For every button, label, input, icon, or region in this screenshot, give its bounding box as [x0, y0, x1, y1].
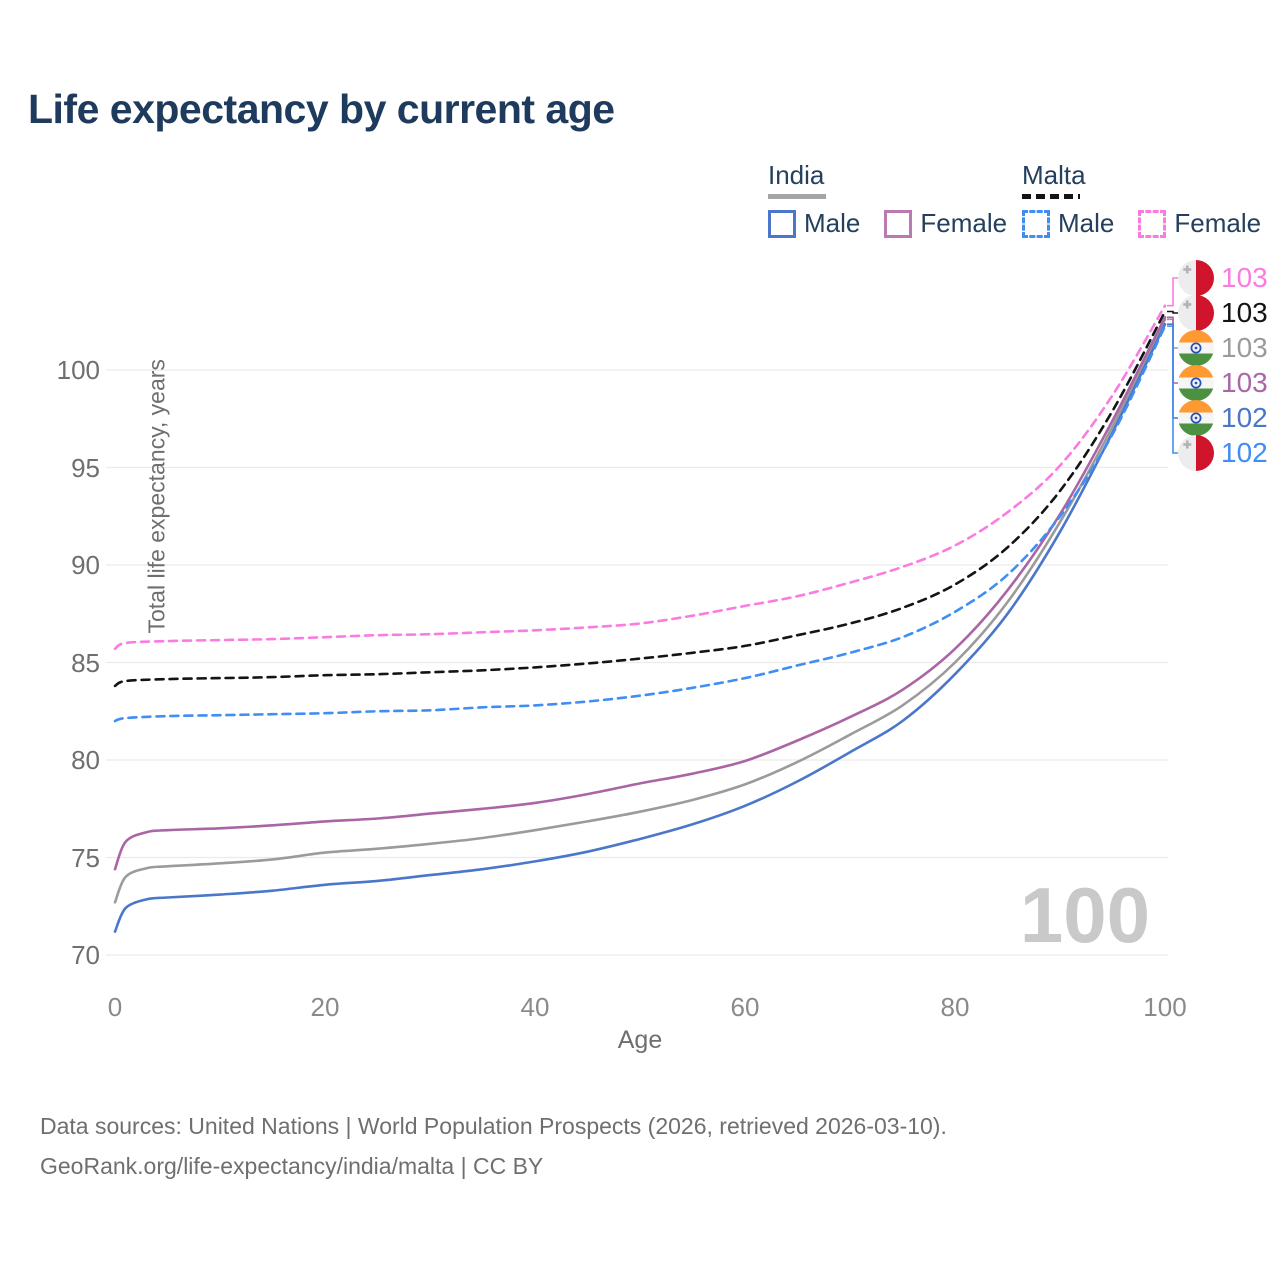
- x-tick-label: 60: [730, 992, 760, 1022]
- x-tick-label: 0: [107, 992, 123, 1022]
- india-flag-icon: [1178, 400, 1214, 436]
- footer: Data sources: United Nations | World Pop…: [40, 1106, 947, 1186]
- malta-flag-icon: [1178, 295, 1214, 331]
- x-tick-label: 100: [1143, 992, 1187, 1022]
- x-axis-title: Age: [617, 1026, 663, 1054]
- series-line-india-female: [113, 316, 1167, 871]
- endpoint-label-india-total: 103: [1178, 330, 1268, 366]
- y-tick-label: 85: [71, 647, 100, 678]
- series-line-malta-female: [113, 304, 1167, 651]
- malta-flag-icon: [1178, 260, 1214, 296]
- malta-female-swatch-icon: [1138, 209, 1167, 238]
- legend-heading-india: India: [768, 160, 825, 190]
- y-axis-ticks: 70 75 80 85 90 95 100: [0, 0, 110, 1000]
- legend-item-india-male[interactable]: Male: [768, 208, 860, 239]
- endpoint-value: 102: [1221, 437, 1268, 468]
- legend-item-label: Male: [804, 208, 861, 238]
- endpoint-value: 103: [1221, 332, 1268, 363]
- endpoint-value: 103: [1221, 262, 1268, 293]
- endpoint-label-malta-male: 102: [1178, 435, 1268, 471]
- india-female-swatch-icon: [884, 209, 913, 238]
- india-male-swatch-icon: [768, 209, 796, 238]
- endpoint-label-india-female: 103: [1178, 365, 1268, 401]
- leader-line: [1167, 316, 1178, 384]
- india-flag-icon: [1178, 365, 1214, 401]
- legend-item-malta-female[interactable]: Female: [1138, 208, 1261, 239]
- legend-line-sample-solid: [768, 194, 826, 199]
- endpoint-value: 103: [1221, 297, 1268, 328]
- endpoint-label-malta-total: 103: [1178, 295, 1268, 331]
- series-line-malta-male: [113, 324, 1167, 723]
- y-tick-label: 95: [71, 452, 100, 483]
- y-axis-title: Total life expectancy, years: [143, 359, 170, 634]
- legend-group-malta: Malta Male Female: [1022, 160, 1261, 239]
- endpoint-value: 103: [1221, 367, 1268, 398]
- endpoint-label-malta-female: 103: [1178, 260, 1268, 296]
- legend-item-label: Female: [1174, 208, 1262, 238]
- endpoint-value: 102: [1221, 402, 1268, 433]
- leader-line: [1167, 323, 1178, 419]
- series-line-india-male: [113, 322, 1167, 933]
- x-tick-label: 40: [520, 992, 550, 1022]
- legend-item-label: Male: [1058, 208, 1115, 238]
- leader-line: [1167, 277, 1178, 307]
- endpoint-label-india-male: 102: [1178, 400, 1268, 436]
- series-line-india-total: [113, 318, 1167, 904]
- page-title: Life expectancy by current age: [28, 86, 615, 132]
- y-tick-label: 70: [71, 940, 100, 970]
- legend-item-india-female[interactable]: Female: [884, 208, 1007, 239]
- leader-line: [1167, 318, 1178, 349]
- india-flag-icon: [1178, 330, 1214, 366]
- age-watermark: 100: [1019, 871, 1150, 959]
- leader-line: [1167, 310, 1178, 314]
- footer-data-sources: Data sources: United Nations | World Pop…: [40, 1113, 947, 1139]
- y-tick-label: 100: [56, 355, 100, 385]
- legend-item-label: Female: [920, 208, 1008, 238]
- legend-heading-malta: Malta: [1022, 160, 1086, 190]
- legend-item-malta-male[interactable]: Male: [1022, 208, 1114, 239]
- malta-male-swatch-icon: [1022, 209, 1050, 238]
- x-tick-label: 80: [940, 992, 970, 1022]
- x-axis-ticks: 0 20 40 60 80 100: [0, 992, 1280, 1026]
- legend-line-sample-dashed: [1022, 194, 1080, 199]
- y-tick-label: 75: [71, 842, 100, 873]
- x-tick-label: 20: [310, 992, 340, 1022]
- y-tick-label: 90: [71, 550, 100, 580]
- series-line-malta-total: [113, 310, 1167, 688]
- leader-line: [1167, 325, 1178, 454]
- legend-group-india: India Male Female: [768, 160, 1007, 239]
- malta-flag-icon: [1178, 435, 1214, 471]
- footer-attribution: GeoRank.org/life-expectancy/india/malta …: [40, 1153, 544, 1179]
- y-tick-label: 80: [71, 745, 100, 775]
